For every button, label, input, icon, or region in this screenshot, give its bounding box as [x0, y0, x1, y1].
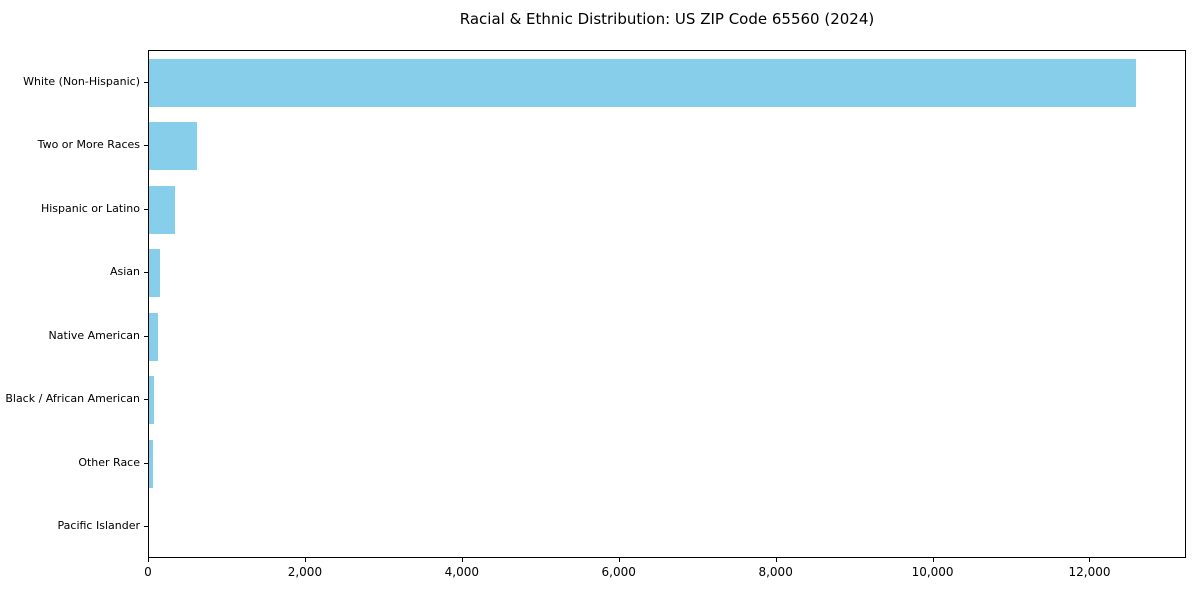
x-axis-tick-label: 12,000: [1068, 565, 1111, 579]
x-axis-tick-mark: [304, 558, 306, 562]
y-axis-category-label: Two or More Races: [37, 138, 140, 152]
bar: [149, 122, 197, 171]
bar: [149, 439, 153, 488]
bar: [149, 376, 154, 425]
x-axis-tick-label: 2,000: [287, 565, 323, 579]
bar: [149, 312, 158, 361]
x-axis-tick-label: 4,000: [444, 565, 479, 579]
bar-row: [149, 178, 1185, 242]
x-axis-tick-mark: [148, 558, 149, 562]
bar-row: [149, 51, 1185, 115]
x-axis-tick-mark: [775, 558, 777, 562]
y-axis-tick-mark: [144, 526, 148, 528]
x-axis-tick-mark: [461, 558, 463, 562]
x-axis-tick-label: 0: [144, 565, 152, 579]
x-axis-tick-mark: [618, 558, 620, 562]
y-axis-tick-mark: [144, 208, 148, 210]
bar-row: [149, 242, 1185, 306]
bar-row: [149, 115, 1185, 179]
y-axis-tick-mark: [144, 335, 148, 337]
y-axis-tick-mark: [144, 399, 148, 401]
bar-row: [149, 432, 1185, 496]
y-axis-category-label: Black / African American: [5, 392, 140, 406]
bar-row: [149, 496, 1185, 560]
y-axis-tick-mark: [144, 462, 148, 464]
bar: [149, 185, 176, 234]
x-axis-tick-mark: [1089, 558, 1091, 562]
x-axis-tick-label: 10,000: [911, 565, 954, 579]
bar: [149, 58, 1136, 107]
bar-row: [149, 305, 1185, 369]
y-axis-tick-mark: [144, 145, 148, 147]
y-axis-category-label: Other Race: [78, 455, 140, 469]
bar: [149, 249, 160, 298]
bar-row: [149, 369, 1185, 433]
x-axis-tick-label: 8,000: [758, 565, 793, 579]
y-axis-category-label: Hispanic or Latino: [40, 201, 140, 215]
y-axis-category-label: Native American: [48, 328, 140, 342]
x-axis-tick-mark: [932, 558, 934, 562]
y-axis-category-label: Pacific Islander: [57, 519, 140, 533]
plot-area: [148, 50, 1186, 558]
chart-title: Racial & Ethnic Distribution: US ZIP Cod…: [459, 10, 875, 28]
y-axis-tick-mark: [144, 81, 148, 83]
x-axis-tick-label: 6,000: [601, 565, 636, 579]
y-axis-category-label: White (Non-Hispanic): [23, 74, 140, 88]
y-axis-category-label: Asian: [109, 265, 140, 279]
y-axis-tick-mark: [144, 272, 148, 274]
